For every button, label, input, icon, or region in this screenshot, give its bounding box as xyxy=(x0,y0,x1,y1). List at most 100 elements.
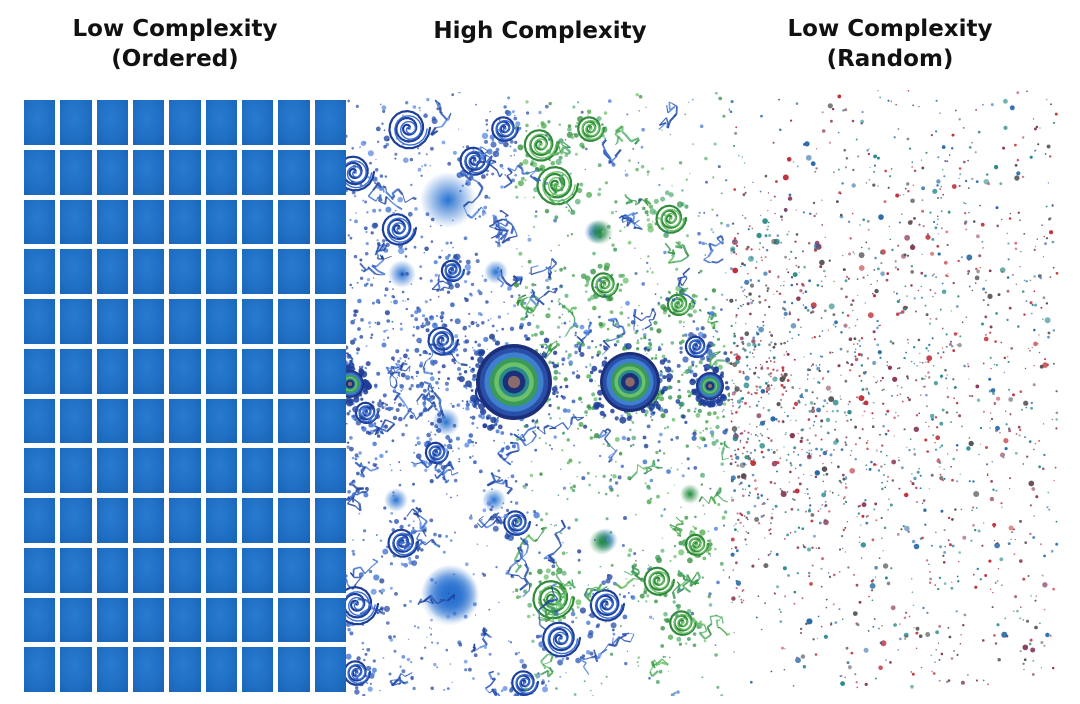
scatter-dot xyxy=(745,440,749,444)
scatter-dot xyxy=(1014,241,1018,245)
fractal-dot xyxy=(587,584,589,586)
fractal-dot xyxy=(454,318,461,325)
fractal-dot xyxy=(619,311,624,316)
fractal-branch xyxy=(385,187,387,192)
fractal-dot xyxy=(403,157,409,163)
fractal-dot xyxy=(561,551,566,556)
fractal-dot xyxy=(346,653,352,660)
fractal-branch xyxy=(690,574,697,583)
fractal-dot xyxy=(676,201,684,208)
fractal-branch xyxy=(631,572,635,576)
fractal-dot xyxy=(707,530,710,533)
fractal-dot xyxy=(420,235,424,239)
grid-cell xyxy=(133,647,165,692)
fractal-branch xyxy=(490,159,497,163)
scatter-dot xyxy=(889,175,892,178)
fractal-dot xyxy=(451,404,455,408)
fractal-dot xyxy=(560,395,564,398)
scatter-dot xyxy=(963,613,967,617)
fractal-branch xyxy=(709,616,713,624)
fractal-dot xyxy=(690,611,695,616)
scatter-dot xyxy=(937,233,939,235)
fractal-branch xyxy=(372,181,380,191)
fractal-branch xyxy=(710,323,714,330)
fractal-dot xyxy=(567,526,571,530)
fractal-dot xyxy=(415,453,422,460)
fractal-dot xyxy=(586,620,591,625)
fractal-dot xyxy=(497,315,502,319)
fractal-dot xyxy=(589,232,593,236)
fractal-dot xyxy=(614,200,618,204)
fractal-dot xyxy=(388,519,392,523)
fractal-dot xyxy=(381,406,385,410)
fractal-dot xyxy=(623,226,626,229)
scatter-dot xyxy=(1021,175,1025,179)
scatter-dot xyxy=(873,154,877,159)
fractal-branch xyxy=(597,429,605,439)
grid-cell xyxy=(24,398,56,444)
fractal-dot xyxy=(539,330,545,336)
scatter-dot xyxy=(738,595,741,598)
fractal-dot xyxy=(612,632,616,636)
fractal-dot xyxy=(472,573,475,576)
fractal-dot xyxy=(569,587,572,590)
fractal-branch xyxy=(614,148,622,158)
fractal-branch xyxy=(682,277,688,286)
scatter-dot xyxy=(881,389,884,392)
fractal-branch xyxy=(665,117,669,124)
fractal-dot xyxy=(495,147,500,152)
fractal-branch xyxy=(604,644,609,651)
fractal-dot xyxy=(677,241,681,245)
fractal-dot xyxy=(478,414,482,418)
fractal-dot xyxy=(357,298,362,304)
scatter-dot xyxy=(754,434,757,436)
fractal-dot xyxy=(565,656,570,661)
fractal-dot xyxy=(545,512,549,516)
fractal-branch xyxy=(419,599,426,604)
grid-cell xyxy=(96,249,128,294)
fractal-dot xyxy=(472,602,477,607)
fractal-dot xyxy=(592,694,594,696)
fractal-dot xyxy=(524,563,528,567)
fractal-branch xyxy=(422,369,426,373)
fractal-dot xyxy=(574,334,577,337)
fractal-branch xyxy=(682,273,688,279)
grid-cell xyxy=(205,199,237,245)
scatter-dot xyxy=(882,550,884,552)
fractal-branch xyxy=(580,659,587,664)
fractal-dot xyxy=(370,333,374,336)
fractal-dot xyxy=(605,621,607,623)
fractal-dot xyxy=(430,372,433,375)
grid-cell xyxy=(133,597,165,643)
fractal-branch xyxy=(346,577,349,586)
fractal-dot xyxy=(395,408,400,412)
fractal-branch xyxy=(470,210,479,219)
fractal-branch xyxy=(500,209,509,217)
fractal-branch xyxy=(491,512,500,517)
scatter-dot xyxy=(874,677,877,680)
scatter-dot xyxy=(838,479,842,483)
fractal-dot xyxy=(383,339,385,341)
fractal-dot xyxy=(494,340,501,346)
fractal-dot xyxy=(588,111,591,115)
fractal-branch xyxy=(537,428,546,435)
fractal-dot xyxy=(441,415,446,420)
scatter-dot xyxy=(887,429,890,432)
fractal-dot xyxy=(643,590,647,595)
fractal-dot xyxy=(414,347,420,353)
scatter-dot xyxy=(743,515,746,517)
fractal-dot xyxy=(417,626,420,629)
fractal-branch xyxy=(698,496,703,503)
fractal-dot xyxy=(577,101,580,104)
fractal-dot xyxy=(351,549,355,553)
fractal-dot xyxy=(360,318,364,322)
fractal-branch xyxy=(481,519,490,529)
scatter-dot xyxy=(977,529,981,533)
fractal-dot xyxy=(644,482,647,485)
fractal-dot xyxy=(649,267,651,269)
scatter-dot xyxy=(742,193,746,197)
fractal-dot xyxy=(688,313,693,318)
scatter-dot xyxy=(875,464,878,466)
fractal-dot xyxy=(496,672,500,676)
fractal-dot xyxy=(647,348,650,352)
